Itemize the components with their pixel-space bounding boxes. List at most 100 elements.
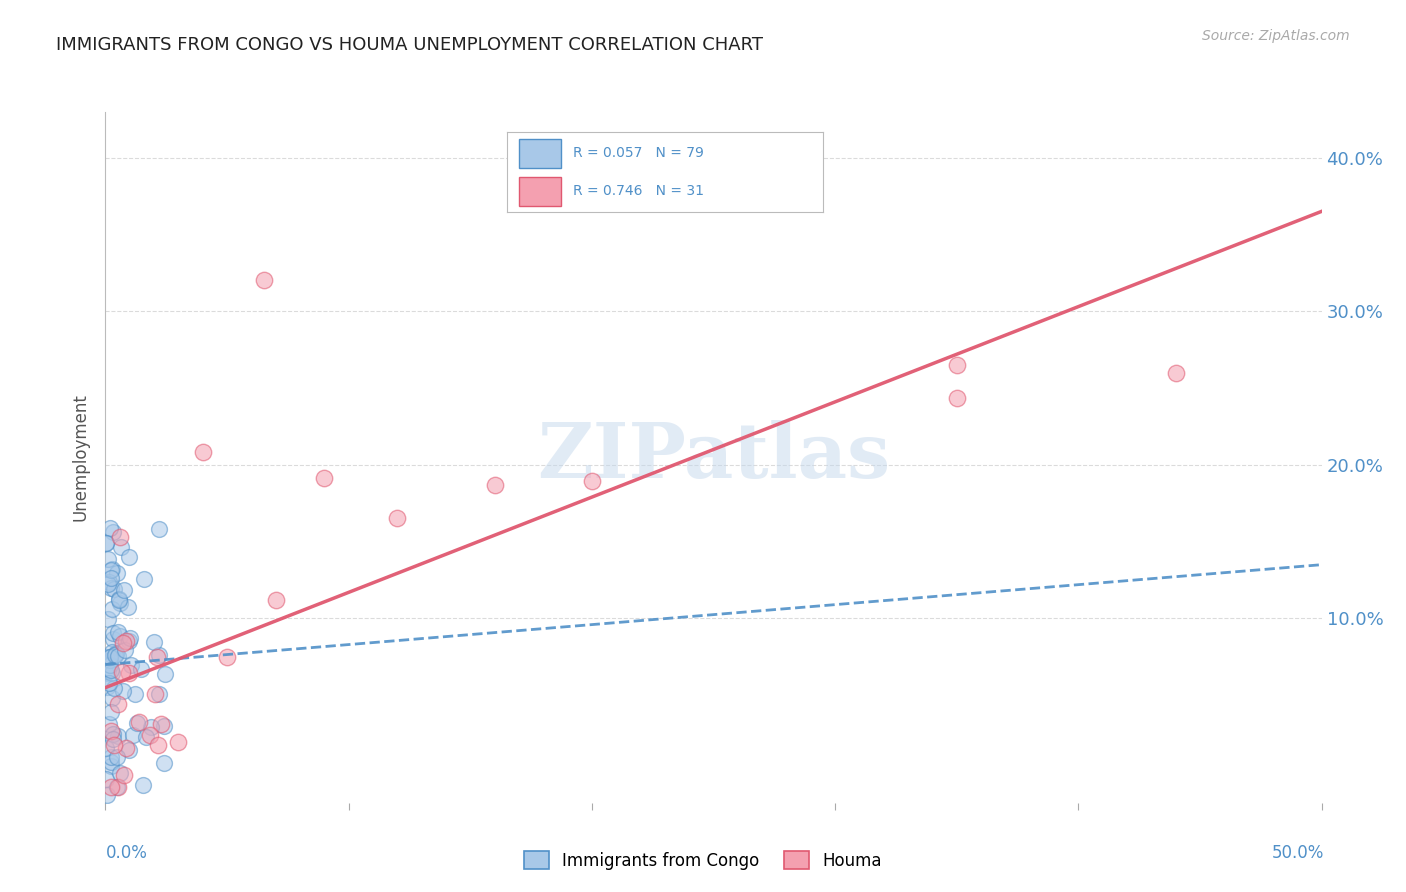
Point bbox=[110, 541, 132, 555]
Point bbox=[125, 716, 148, 731]
Point bbox=[139, 728, 162, 742]
Point bbox=[100, 645, 122, 659]
Point bbox=[101, 625, 124, 640]
Point bbox=[121, 658, 143, 673]
Point bbox=[131, 778, 153, 792]
Point bbox=[103, 632, 125, 646]
Point bbox=[103, 738, 125, 752]
Point bbox=[101, 561, 124, 575]
Point bbox=[148, 522, 170, 536]
Point bbox=[114, 740, 136, 755]
Point bbox=[148, 738, 170, 752]
Text: IMMIGRANTS FROM CONGO VS HOUMA UNEMPLOYMENT CORRELATION CHART: IMMIGRANTS FROM CONGO VS HOUMA UNEMPLOYM… bbox=[56, 36, 763, 54]
Point bbox=[100, 724, 122, 739]
Point bbox=[105, 646, 128, 660]
Point bbox=[134, 573, 156, 587]
Legend: Immigrants from Congo, Houma: Immigrants from Congo, Houma bbox=[517, 845, 889, 877]
Point bbox=[96, 681, 118, 695]
Point bbox=[108, 629, 131, 643]
Point bbox=[101, 524, 124, 539]
Point bbox=[101, 602, 124, 616]
Point bbox=[100, 759, 122, 773]
Point bbox=[1164, 366, 1187, 380]
Point bbox=[112, 582, 135, 597]
Y-axis label: Unemployment: Unemployment bbox=[72, 393, 90, 521]
Text: 50.0%: 50.0% bbox=[1272, 844, 1324, 862]
Point bbox=[945, 358, 967, 372]
Point bbox=[107, 648, 129, 663]
Point bbox=[103, 582, 125, 596]
Point bbox=[118, 634, 141, 648]
Point bbox=[105, 566, 128, 581]
Point bbox=[114, 634, 136, 648]
Point bbox=[100, 663, 122, 677]
Point bbox=[104, 647, 127, 661]
Point bbox=[139, 720, 162, 734]
Point bbox=[96, 535, 118, 549]
Point bbox=[96, 649, 118, 664]
Point bbox=[148, 687, 170, 701]
Text: Source: ZipAtlas.com: Source: ZipAtlas.com bbox=[1202, 29, 1350, 43]
Point bbox=[103, 681, 125, 696]
Point bbox=[314, 471, 336, 485]
Point bbox=[153, 719, 176, 733]
Point bbox=[105, 749, 128, 764]
Point bbox=[945, 391, 967, 405]
Point bbox=[112, 683, 135, 698]
Point bbox=[98, 521, 121, 535]
Point bbox=[97, 664, 120, 678]
Point bbox=[97, 577, 120, 591]
Point bbox=[97, 552, 120, 566]
Point bbox=[108, 596, 131, 610]
Point bbox=[108, 766, 131, 780]
Text: 0.0%: 0.0% bbox=[105, 844, 148, 862]
Point bbox=[124, 687, 146, 701]
Point bbox=[96, 536, 118, 550]
Point bbox=[111, 665, 134, 679]
Point bbox=[117, 600, 139, 615]
Point bbox=[107, 780, 129, 795]
Point bbox=[264, 592, 287, 607]
Point bbox=[96, 741, 118, 756]
Point bbox=[107, 697, 129, 711]
Point bbox=[108, 591, 131, 606]
Point bbox=[217, 649, 239, 664]
Point bbox=[100, 581, 122, 595]
Point bbox=[101, 727, 124, 741]
Point bbox=[107, 780, 129, 794]
Point bbox=[100, 563, 122, 577]
Point bbox=[118, 632, 141, 646]
Point bbox=[121, 728, 143, 742]
Point bbox=[484, 477, 506, 491]
Point bbox=[167, 735, 190, 749]
Point bbox=[153, 666, 176, 681]
Point bbox=[143, 635, 166, 649]
Point bbox=[101, 731, 124, 746]
Point bbox=[96, 665, 118, 680]
Point bbox=[100, 571, 122, 585]
Point bbox=[96, 772, 118, 786]
Point bbox=[252, 273, 274, 287]
Point bbox=[100, 755, 122, 769]
Point bbox=[118, 549, 141, 564]
Point bbox=[100, 750, 122, 764]
Point bbox=[128, 715, 150, 730]
Point bbox=[143, 688, 166, 702]
Point bbox=[118, 743, 141, 757]
Point bbox=[152, 756, 174, 770]
Point bbox=[135, 731, 157, 745]
Point bbox=[129, 662, 152, 676]
Point bbox=[98, 649, 121, 664]
Point bbox=[97, 612, 120, 626]
Point bbox=[97, 574, 120, 589]
Point bbox=[191, 445, 214, 459]
Point bbox=[104, 648, 127, 662]
Point bbox=[100, 705, 122, 719]
Point bbox=[148, 648, 170, 663]
Point bbox=[98, 717, 121, 731]
Point bbox=[100, 780, 122, 795]
Point bbox=[114, 643, 136, 657]
Point bbox=[100, 690, 122, 705]
Point bbox=[112, 636, 135, 650]
Point bbox=[107, 729, 129, 743]
